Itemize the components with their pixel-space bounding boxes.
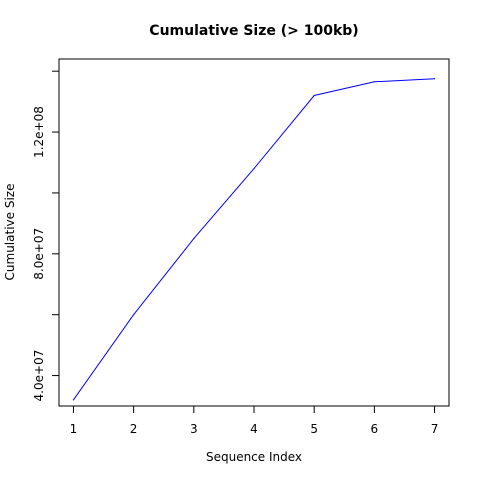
data-point xyxy=(193,237,195,240)
x-tick-label: 3 xyxy=(190,422,198,436)
x-axis: 1 2 3 4 5 6 7 xyxy=(70,405,439,436)
data-point xyxy=(133,314,135,316)
x-axis-label: Sequence Index xyxy=(206,450,302,464)
x-tick-label: 4 xyxy=(250,422,258,436)
x-tick-label: 6 xyxy=(371,422,379,436)
series-layer xyxy=(72,78,436,401)
x-tick-label: 5 xyxy=(310,422,318,436)
data-point xyxy=(313,94,315,97)
data-point xyxy=(373,81,375,83)
x-tick-label: 1 xyxy=(70,422,78,436)
y-axis: 4.0e+07 8.0e+07 1.2e+08 xyxy=(32,70,60,402)
y-tick-label: 1.2e+08 xyxy=(32,106,46,158)
series-line xyxy=(72,78,435,401)
x-tick-label: 2 xyxy=(130,422,138,436)
y-tick-label: 4.0e+07 xyxy=(32,350,46,402)
y-axis-label: Cumulative Size xyxy=(3,184,17,281)
data-point xyxy=(253,167,255,170)
data-point xyxy=(72,399,75,401)
data-point xyxy=(433,78,436,80)
y-tick-label: 8.0e+07 xyxy=(32,228,46,280)
x-tick-label: 7 xyxy=(431,422,439,436)
chart-title: Cumulative Size (> 100kb) xyxy=(149,23,358,39)
plot-frame xyxy=(58,58,450,407)
